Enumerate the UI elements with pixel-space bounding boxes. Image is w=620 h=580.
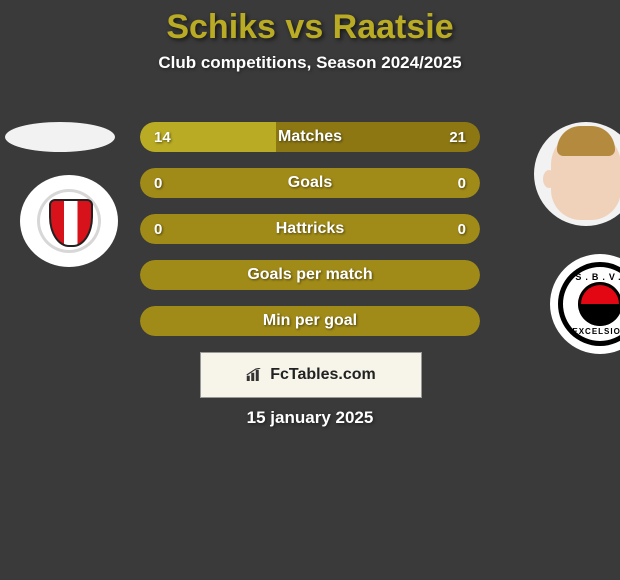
badge-right-bottom-text: EXCELSIOR [564,327,620,336]
stat-row-mpg: Min per goal [140,306,480,336]
stat-label: Goals per match [140,260,480,290]
attribution-text: FcTables.com [270,366,376,384]
psv-icon [37,189,101,253]
club-badge-left [20,175,118,267]
stat-label: Goals [140,168,480,198]
stat-label: Hattricks [140,214,480,244]
club-badge-right: S.B.V. EXCELSIOR [550,254,620,354]
stat-row-matches: 14 Matches 21 [140,122,480,152]
stats-panel: 14 Matches 21 0 Goals 0 0 Hattricks 0 Go… [140,122,480,352]
attribution-badge[interactable]: FcTables.com [200,352,422,398]
stat-value-right: 21 [449,122,466,152]
snapshot-date: 15 january 2025 [0,408,620,428]
stat-row-hattricks: 0 Hattricks 0 [140,214,480,244]
stat-value-right: 0 [458,168,466,198]
bar-chart-icon [246,368,264,382]
badge-right-top-text: S.B.V. [564,272,620,282]
page-subtitle: Club competitions, Season 2024/2025 [0,53,620,73]
player-right-avatar [534,122,620,226]
stat-label: Min per goal [140,306,480,336]
page-title: Schiks vs Raatsie [0,0,620,47]
stat-row-goals: 0 Goals 0 [140,168,480,198]
stat-row-gpm: Goals per match [140,260,480,290]
excelsior-icon: S.B.V. EXCELSIOR [558,262,620,346]
stat-label: Matches [140,122,480,152]
stat-value-right: 0 [458,214,466,244]
player-left-avatar [5,122,115,152]
face-icon [551,130,620,220]
